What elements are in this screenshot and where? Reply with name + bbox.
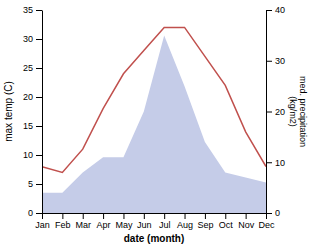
y-axis: 0 5 10 15 20 25 30 35 (23, 5, 43, 218)
line (42, 27, 266, 172)
tick: 20 (266, 107, 285, 117)
x-axis-title: date (month) (124, 233, 185, 244)
tick-label: 20 (23, 92, 33, 102)
tick-label: 15 (23, 121, 33, 131)
tick-label: Jun (137, 220, 152, 230)
tick: Apr (97, 213, 111, 230)
tick-label: Sep (197, 220, 213, 230)
tick-mark (36, 39, 42, 40)
title-line: (kg/m2) (288, 96, 298, 127)
area (42, 35, 266, 213)
tick-mark (185, 213, 186, 219)
tick-mark (266, 162, 272, 163)
tick-mark (266, 10, 272, 11)
tick-label: 20 (275, 107, 285, 117)
tick-mark (266, 61, 272, 62)
tick-mark (123, 213, 124, 219)
tick: 5 (28, 179, 42, 189)
axis-line (43, 213, 267, 214)
tick-label: Apr (97, 220, 111, 230)
tick-mark (164, 213, 165, 219)
tick: Sep (197, 213, 213, 230)
tick: 30 (23, 34, 42, 44)
tick: Jul (159, 213, 171, 230)
tick-mark (83, 213, 84, 219)
axis-line (42, 11, 43, 214)
tick-mark (36, 213, 42, 214)
tick-label: Nov (238, 220, 255, 230)
tick-mark (62, 213, 63, 219)
plot: JanFebMarAprMayJunJulAugSepOctNovDec0510… (3, 5, 308, 244)
tick-mark (36, 155, 42, 156)
tick: 20 (23, 92, 42, 102)
tick-label: 10 (23, 150, 33, 160)
tick-mark (266, 213, 272, 214)
tick-label: Jan (35, 220, 50, 230)
tick-mark (36, 97, 42, 98)
tick: 40 (266, 5, 285, 15)
tick-mark (246, 213, 247, 219)
tick-label: 10 (275, 158, 285, 168)
marks (42, 27, 266, 213)
tick-mark (144, 213, 145, 219)
tick-label: Jul (159, 220, 171, 230)
tick-mark (42, 213, 43, 219)
tick: Jan (35, 213, 50, 230)
chart: JanFebMarAprMayJunJulAugSepOctNovDec0510… (0, 0, 318, 247)
tick: 30 (266, 56, 285, 66)
tick: 15 (23, 121, 42, 131)
tick: 10 (23, 150, 42, 160)
tick-mark (205, 213, 206, 219)
y2-axis: 0 10 20 30 40 (266, 5, 285, 218)
tick: Oct (219, 213, 234, 230)
tick: 25 (23, 63, 42, 73)
tick-mark (36, 126, 42, 127)
tick: Jun (137, 213, 152, 230)
tick-label: Dec (258, 220, 275, 230)
tick: Feb (55, 213, 71, 230)
tick-label: 35 (23, 5, 33, 15)
tick: 35 (23, 5, 42, 15)
tick-label: Oct (219, 220, 234, 230)
tick-mark (103, 213, 104, 219)
tick-label: Mar (75, 220, 91, 230)
x-axis: Jan Feb Mar Apr May Jun Jul Aug Sep Oct NovDec (35, 213, 275, 230)
tick: Aug (177, 213, 193, 230)
tick-mark (36, 68, 42, 69)
tick-label: 30 (23, 34, 33, 44)
tick-label: May (115, 220, 133, 230)
tick-mark (36, 184, 42, 185)
tick-label: 0 (275, 208, 280, 218)
tick-mark (266, 112, 272, 113)
tick-label: Feb (55, 220, 71, 230)
tick: 10 (266, 158, 285, 168)
tick: 0 (28, 208, 42, 218)
tick-label: 0 (28, 208, 33, 218)
tick: Mar (75, 213, 91, 230)
y-axis-title: max temp (C) (3, 81, 14, 142)
title-line: med. precipitation (298, 76, 308, 147)
tick-label: 30 (275, 56, 285, 66)
tick-label: 5 (28, 179, 33, 189)
tick: 0 (266, 208, 280, 218)
tick-label: Aug (177, 220, 193, 230)
tick-mark (36, 10, 42, 11)
tick-label: 25 (23, 63, 33, 73)
tick-mark (225, 213, 226, 219)
tick: May (115, 213, 133, 230)
y2-axis-title: med. precipitation(kg/m2) (288, 76, 308, 147)
tick: Nov (238, 213, 255, 230)
tick-label: 40 (275, 5, 285, 15)
tick: Dec (258, 213, 275, 230)
